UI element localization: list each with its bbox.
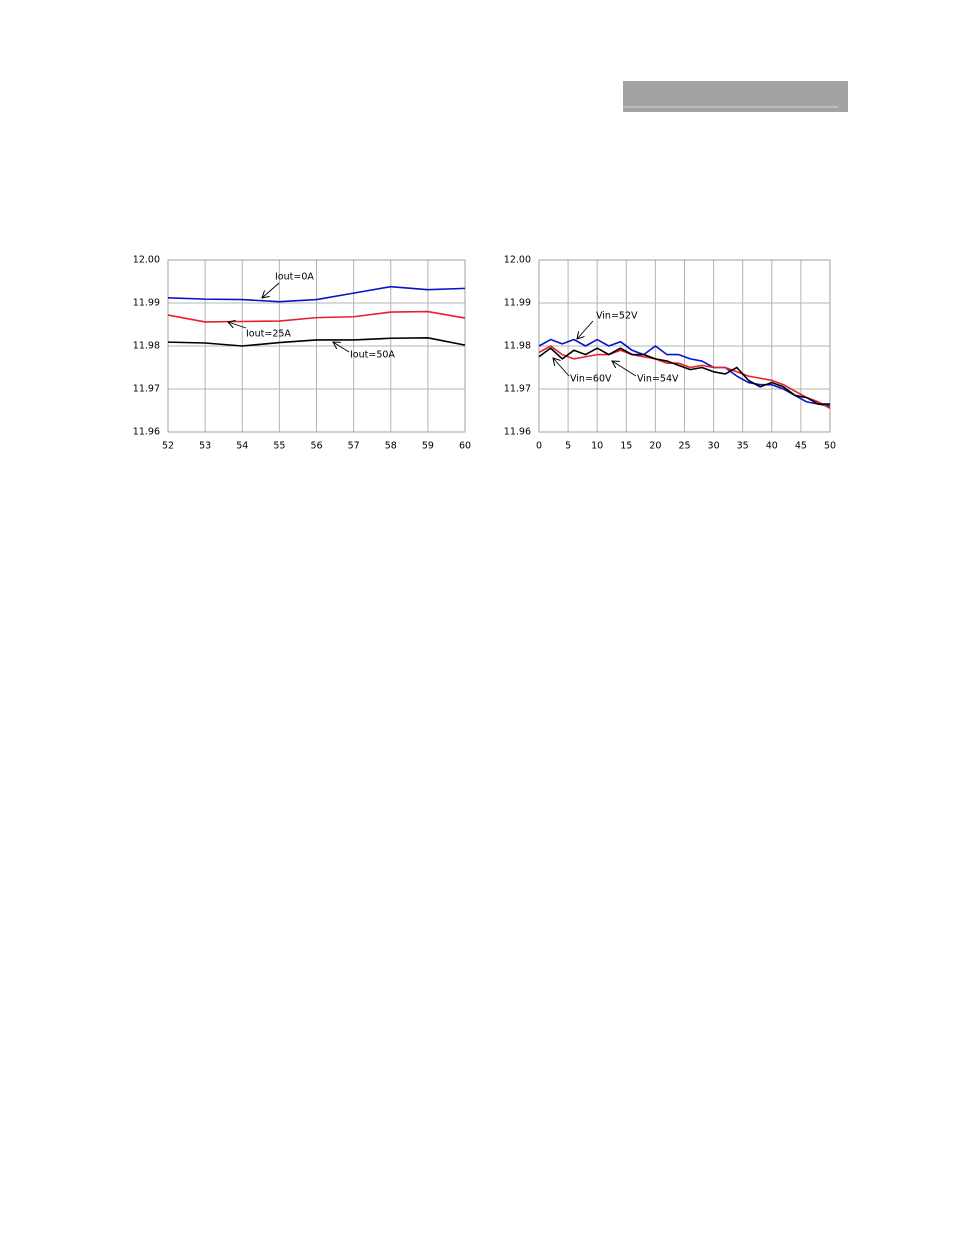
series-label: Vin=54V [637, 374, 679, 385]
x-tick-label: 59 [422, 441, 434, 452]
x-tick-label: 57 [348, 441, 360, 452]
x-tick-label: 52 [162, 441, 174, 452]
x-tick-label: 0 [536, 441, 542, 452]
x-tick-label: 30 [708, 441, 720, 452]
label-arrow [612, 361, 637, 377]
x-tick-label: 35 [737, 441, 749, 452]
series-line [538, 338, 831, 407]
x-tick-label: 45 [795, 441, 807, 452]
x-tick-label: 50 [824, 441, 836, 452]
series-label: Vin=60V [570, 374, 612, 385]
series-line [167, 310, 466, 323]
y-tick-label: 12.00 [504, 255, 531, 266]
x-tick-label: 55 [273, 441, 285, 452]
x-tick-label: 15 [620, 441, 632, 452]
y-tick-label: 11.97 [133, 384, 160, 395]
x-tick-label: 60 [459, 441, 471, 452]
y-tick-label: 11.99 [133, 298, 160, 309]
x-tick-label: 5 [565, 441, 571, 452]
series-line [538, 345, 831, 410]
x-tick-label: 56 [310, 441, 322, 452]
series-label: Iout=50A [350, 350, 395, 361]
x-tick-label: 40 [766, 441, 778, 452]
y-tick-label: 12.00 [133, 255, 160, 266]
y-tick-label: 11.97 [504, 384, 531, 395]
series-label: Iout=25A [246, 329, 291, 340]
x-tick-label: 25 [678, 441, 690, 452]
series-line [167, 285, 466, 303]
x-tick-label: 20 [649, 441, 661, 452]
series-label: Vin=52V [596, 311, 638, 322]
label-arrow [577, 320, 594, 339]
y-tick-label: 11.96 [133, 427, 160, 438]
x-tick-label: 54 [236, 441, 248, 452]
series-line [538, 347, 830, 405]
x-tick-label: 58 [385, 441, 397, 452]
label-arrow [553, 358, 570, 377]
label-arrow [262, 282, 280, 298]
label-arrow [333, 342, 350, 353]
y-tick-label: 11.96 [504, 427, 531, 438]
series-label: Iout=0A [275, 272, 314, 283]
plot-frame [167, 259, 466, 433]
y-tick-label: 11.98 [504, 341, 531, 352]
x-tick-label: 10 [591, 441, 603, 452]
label-arrow [228, 322, 247, 329]
series-line [167, 337, 466, 347]
y-tick-label: 11.99 [504, 298, 531, 309]
x-tick-label: 53 [199, 441, 211, 452]
y-tick-label: 11.98 [133, 341, 160, 352]
